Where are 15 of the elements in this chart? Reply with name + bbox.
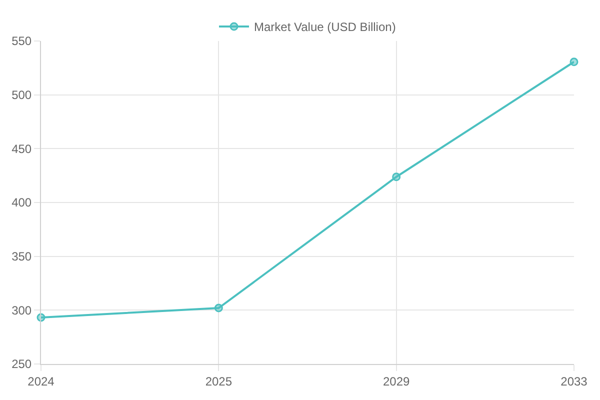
x-tick-label: 2033: [560, 374, 588, 388]
y-tick-label: 400: [12, 196, 32, 210]
y-tick-label: 300: [12, 303, 32, 318]
x-tick-label: 2025: [205, 374, 232, 388]
y-tick-label: 250: [12, 357, 32, 372]
point: [214, 304, 223, 312]
y-tick-label: 350: [12, 250, 32, 264]
legend-label: Market Value (USD Billion): [254, 20, 396, 34]
point: [570, 58, 578, 66]
y-tick-label: 500: [12, 88, 32, 102]
x-tick-label: 2024: [28, 374, 55, 388]
x-tick-label: 2029: [382, 374, 410, 388]
point: [392, 172, 401, 182]
y-tick-label: 550: [12, 34, 32, 48]
y-tick-label: 450: [12, 142, 32, 156]
